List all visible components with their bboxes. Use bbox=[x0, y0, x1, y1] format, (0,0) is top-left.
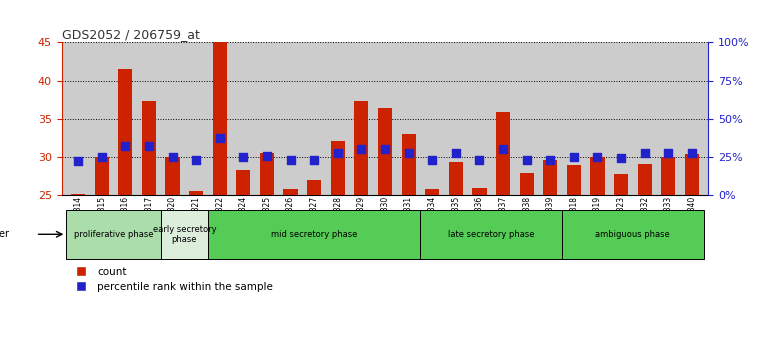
Text: other: other bbox=[0, 229, 10, 239]
Bar bbox=[472, 188, 487, 195]
Point bbox=[638, 150, 651, 156]
Bar bbox=[307, 180, 321, 195]
Point bbox=[119, 143, 132, 149]
Point bbox=[379, 146, 391, 152]
Bar bbox=[614, 174, 628, 195]
Bar bbox=[420, 210, 562, 259]
Bar bbox=[330, 141, 345, 195]
Bar bbox=[562, 210, 704, 259]
Bar bbox=[142, 101, 156, 195]
Text: early secretory
phase: early secretory phase bbox=[152, 224, 216, 244]
Bar bbox=[213, 42, 227, 195]
Bar bbox=[543, 160, 557, 195]
Point bbox=[190, 158, 203, 163]
Point bbox=[615, 155, 628, 161]
Point bbox=[497, 146, 509, 152]
Bar bbox=[161, 210, 208, 259]
Bar bbox=[119, 69, 132, 195]
Point bbox=[686, 150, 698, 156]
Bar bbox=[567, 165, 581, 195]
Point bbox=[284, 158, 296, 163]
Text: GDS2052 / 206759_at: GDS2052 / 206759_at bbox=[62, 28, 199, 41]
Text: ambiguous phase: ambiguous phase bbox=[595, 230, 670, 239]
Bar bbox=[520, 173, 534, 195]
Point bbox=[308, 158, 320, 163]
Text: mid secretory phase: mid secretory phase bbox=[271, 230, 357, 239]
Bar bbox=[401, 134, 416, 195]
Bar bbox=[638, 164, 651, 195]
Point bbox=[426, 158, 438, 163]
Point bbox=[166, 154, 179, 159]
Bar bbox=[189, 191, 203, 195]
Bar bbox=[661, 156, 675, 195]
Point bbox=[332, 150, 344, 156]
Bar bbox=[208, 210, 420, 259]
Point bbox=[662, 150, 675, 156]
Point bbox=[403, 150, 415, 156]
Bar bbox=[496, 112, 510, 195]
Legend: count, percentile rank within the sample: count, percentile rank within the sample bbox=[67, 263, 277, 296]
Bar bbox=[425, 189, 440, 195]
Point bbox=[474, 158, 486, 163]
Bar bbox=[354, 101, 369, 195]
Bar bbox=[449, 162, 463, 195]
Bar bbox=[685, 154, 699, 195]
Bar bbox=[283, 189, 298, 195]
Bar bbox=[66, 210, 161, 259]
Point bbox=[567, 154, 580, 159]
Point bbox=[237, 155, 249, 160]
Bar bbox=[166, 156, 179, 195]
Bar bbox=[591, 156, 604, 195]
Text: proliferative phase: proliferative phase bbox=[74, 230, 153, 239]
Bar bbox=[95, 156, 109, 195]
Point bbox=[450, 150, 462, 156]
Point bbox=[521, 158, 533, 163]
Point bbox=[95, 154, 108, 159]
Bar bbox=[236, 170, 250, 195]
Point bbox=[591, 154, 604, 159]
Text: late secretory phase: late secretory phase bbox=[448, 230, 534, 239]
Bar bbox=[260, 153, 274, 195]
Point bbox=[72, 158, 84, 164]
Bar bbox=[71, 194, 85, 195]
Point bbox=[261, 153, 273, 159]
Point bbox=[213, 135, 226, 141]
Bar bbox=[378, 108, 392, 195]
Point bbox=[544, 158, 557, 163]
Point bbox=[142, 143, 155, 149]
Point bbox=[355, 146, 367, 152]
